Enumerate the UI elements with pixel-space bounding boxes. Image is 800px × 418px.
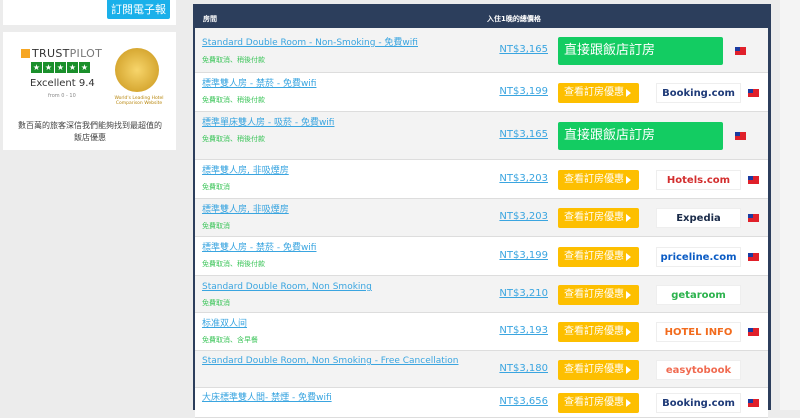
rating-text: Excellent 9.4 [30,78,95,89]
table-row: Standard Double Room, Non Smoking 免費取消 NT$… [195,276,768,313]
book-direct-button[interactable]: 直接跟飯店訂房 [558,37,723,65]
room-conditions: 免費取消 [202,299,230,307]
price-link[interactable]: NT$3,203 [499,211,548,222]
book-direct-button[interactable]: 直接跟飯店訂房 [558,122,723,150]
price-link[interactable]: NT$3,210 [499,288,548,299]
star-icon: ★ [43,62,54,73]
table-row: 標準雙人房 - 禁菸 - 免費wifi 免費取消、稍後付款 NT$3,199 查看訂房… [195,73,768,112]
room-name-link[interactable]: 標準單床雙人房 - 吸菸 - 免費wifi [202,118,335,128]
table-row: Standard Double Room, Non Smoking - Free… [195,351,768,388]
room-conditions: 免費取消、含早餐 [202,336,258,344]
brand: PILOT [69,47,103,60]
rating-scale: from 0 - 10 [48,93,76,99]
price-link[interactable]: NT$3,193 [499,325,548,336]
view-deal-button[interactable]: 查看訂房優惠 [558,170,639,190]
provider-logo[interactable]: Booking.com [656,83,741,103]
column-price: 入住1晚的總價格 [487,15,541,23]
provider-logo[interactable]: easytobook [656,360,741,380]
provider-logo[interactable]: priceline.com [656,247,741,267]
price-link[interactable]: NT$3,203 [499,173,548,184]
trustpilot-logo: TRUSTPILOT [21,47,102,60]
star-icon: ★ [79,62,90,73]
room-name-link[interactable]: Standard Double Room, Non Smoking - Free… [202,356,459,366]
price-link[interactable]: NT$3,165 [499,129,548,140]
price-link[interactable]: NT$3,165 [499,44,548,55]
price-link[interactable]: NT$3,180 [499,363,548,374]
table-row: 標準雙人房, 非吸煙房 免費取消 NT$3,203 查看訂房優惠 Expedia [195,199,768,237]
room-name-link[interactable]: 標準雙人房 - 禁菸 - 免費wifi [202,243,317,253]
taiwan-flag-icon [735,132,746,140]
room-name-link[interactable]: Standard Double Room - Non-Smoking - 免費w… [202,38,418,48]
award-badge-icon [115,48,159,92]
table-row: 標準雙人房 - 禁菸 - 免費wifi 免費取消、稍後付款 NT$3,199 查看訂房… [195,237,768,276]
room-name-link[interactable]: 標準雙人房, 非吸煙房 [202,205,289,215]
table-row: Standard Double Room - Non-Smoking - 免費w… [195,28,768,73]
sidebar: 訂閱電子報 TRUSTPILOT ★ ★ ★ ★ ★ Excellent 9.4 fro… [0,0,182,410]
taiwan-flag-icon [748,399,759,407]
view-deal-button[interactable]: 查看訂房優惠 [558,285,639,305]
room-name-link[interactable]: 大床標準雙人間- 禁煙 - 免費wifi [202,393,332,403]
table-row: 标准双人间免費取消、含早餐 NT$3,193 查看訂房優惠 HOTEL INFO [195,313,768,351]
taiwan-flag-icon [748,253,759,261]
room-conditions: 免費取消、稍後付款 [202,260,265,268]
view-deal-button[interactable]: 查看訂房優惠 [558,83,639,103]
view-deal-button[interactable]: 查看訂房優惠 [558,247,639,267]
view-deal-button[interactable]: 查看訂房優惠 [558,360,639,380]
room-conditions: 免費取消 [202,222,230,230]
right-panel [780,0,800,410]
price-link[interactable]: NT$3,199 [499,86,548,97]
star-icon: ★ [55,62,66,73]
taiwan-flag-icon [748,214,759,222]
star-icon: ★ [67,62,78,73]
price-link[interactable]: NT$3,656 [499,396,548,407]
room-conditions: 免費取消、稍後付款 [202,56,265,64]
table-row: 大床標準雙人間- 禁煙 - 免費wifi NT$3,656 查看訂房優惠 Bookin… [195,388,768,418]
check-icon [21,49,30,58]
trust-card: TRUSTPILOT ★ ★ ★ ★ ★ Excellent 9.4 from 0 - … [3,32,176,150]
provider-logo[interactable]: Hotels.com [656,170,741,190]
taiwan-flag-icon [735,47,746,55]
subscribe-button[interactable]: 訂閱電子報 [107,0,170,19]
provider-logo[interactable]: Booking.com [656,393,741,413]
award-text: World's Leading Hotel Comparison Website [114,96,164,106]
tagline: 數百萬的旅客深信我們能夠找到最超值的飯店優惠 [18,121,162,142]
view-deal-button[interactable]: 查看訂房優惠 [558,322,639,342]
taiwan-flag-icon [748,89,759,97]
provider-logo[interactable]: getaroom [656,285,741,305]
view-deal-button[interactable]: 查看訂房優惠 [558,393,639,413]
room-name-link[interactable]: 标准双人间 [202,319,248,329]
room-conditions: 免費取消、稍後付款 [202,96,265,104]
provider-logo[interactable]: HOTEL INFO [656,322,741,342]
star-icon: ★ [31,62,42,73]
rates-table: 房間 入住1晚的總價格 Standard Double Room - Non-S… [193,4,771,418]
taiwan-flag-icon [748,176,759,184]
table-header: 房間 入住1晚的總價格 [193,4,771,28]
provider-logo[interactable]: Expedia [656,208,741,228]
room-conditions: 免費取消、稍後付款 [202,135,265,143]
room-name-link[interactable]: 標準雙人房, 非吸煙房 [202,166,289,176]
star-rating: ★ ★ ★ ★ ★ [31,62,90,73]
room-name-link[interactable]: 標準雙人房 - 禁菸 - 免費wifi [202,79,317,89]
brand: TRUST [32,47,70,60]
room-conditions: 免費取消 [202,183,230,191]
table-body: Standard Double Room - Non-Smoking - 免費w… [195,28,768,418]
table-row: 標準雙人房, 非吸煙房 免費取消 NT$3,203 查看訂房優惠 Hotels.com [195,160,768,199]
room-name-link[interactable]: Standard Double Room, Non Smoking [202,282,372,292]
price-link[interactable]: NT$3,199 [499,250,548,261]
taiwan-flag-icon [748,328,759,336]
table-row: 標準單床雙人房 - 吸菸 - 免費wifi 免費取消、稍後付款 NT$3,165 直接… [195,112,768,160]
view-deal-button[interactable]: 查看訂房優惠 [558,208,639,228]
column-room: 房間 [203,15,217,23]
